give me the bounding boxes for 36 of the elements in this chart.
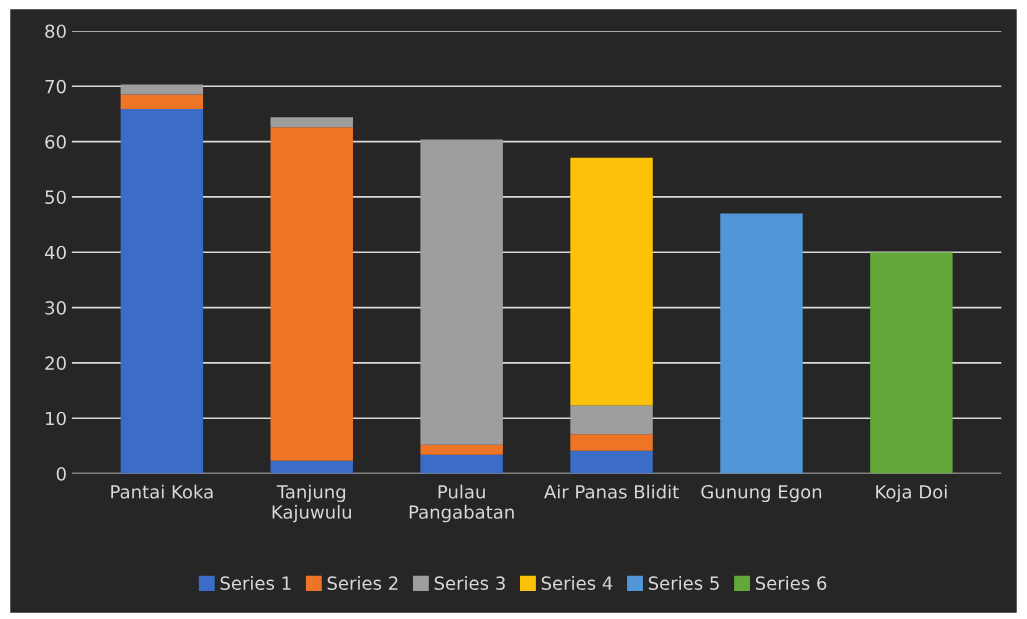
bar — [120, 84, 204, 95]
bar — [570, 157, 653, 406]
legend-label: Series 6 — [755, 575, 827, 590]
legend-label: Series 2 — [327, 575, 398, 590]
y-tick-label: 60 — [45, 135, 66, 149]
bar — [420, 444, 503, 455]
bar — [870, 252, 953, 474]
legend-label: Series 1 — [220, 575, 291, 590]
legend-label: Series 3 — [434, 575, 505, 590]
x-tick-label: Tanjung Kajuwulu — [272, 484, 351, 523]
y-tick-label: 20 — [45, 356, 66, 371]
y-tick-label: 80 — [45, 24, 66, 39]
bar — [270, 460, 353, 474]
bar — [120, 108, 204, 474]
bar — [420, 454, 503, 474]
bar — [570, 434, 653, 451]
legend-label: Series 4 — [541, 575, 613, 590]
x-tick-label: Koja Doi — [876, 484, 947, 503]
x-tick-label: Pulau Pangabatan — [409, 484, 514, 523]
x-tick-label: Air Panas Blidit — [544, 484, 679, 499]
bar — [570, 450, 653, 474]
x-tick-label: Pantai Koka — [111, 484, 213, 499]
y-tick-label: 40 — [44, 245, 66, 260]
bar — [270, 117, 353, 128]
x-tick-label: Gunung Egon — [701, 484, 822, 503]
bar — [270, 127, 353, 461]
y-tick-label: 70 — [45, 79, 66, 94]
y-tick-label: 10 — [46, 411, 66, 426]
legend-label: Series 5 — [648, 575, 719, 590]
y-tick-label: 30 — [45, 301, 66, 315]
bar — [570, 405, 653, 435]
bar — [120, 94, 204, 109]
y-tick-label: 50 — [45, 190, 66, 205]
bar — [420, 139, 503, 445]
bar — [720, 213, 803, 474]
y-tick-label: 0 — [56, 466, 66, 481]
